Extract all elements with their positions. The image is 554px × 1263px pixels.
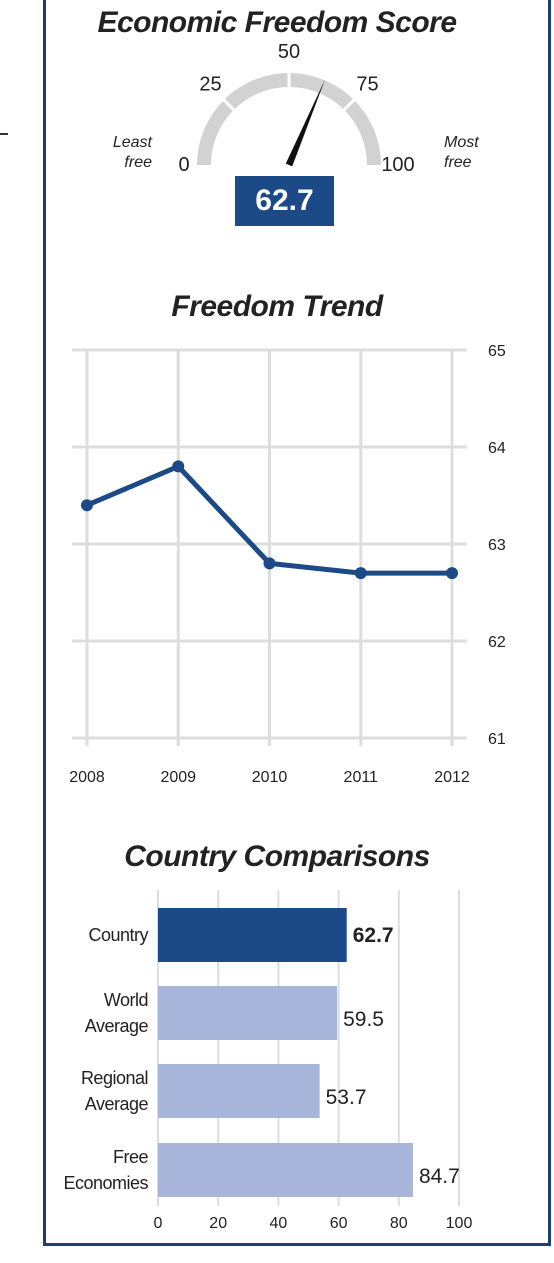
- gauge-arc: [197, 73, 381, 166]
- gauge-most-free-label: Most: [444, 134, 479, 151]
- comparison-x-tick-label: 40: [270, 1215, 288, 1232]
- gauge-tick-label: 0: [178, 154, 189, 176]
- gauge-least-free-label: Least: [113, 134, 153, 151]
- comparison-category-label: Country: [88, 925, 148, 945]
- comparison-x-tick-label: 20: [209, 1215, 227, 1232]
- comparison-value-label: 59.5: [343, 1008, 384, 1031]
- comparison-value-label: 84.7: [419, 1165, 460, 1188]
- trend-title: Freedom Trend: [171, 290, 383, 323]
- comparison-category-label: Average: [85, 1016, 149, 1036]
- trend-data-point: [446, 567, 458, 580]
- comparison-bar: [158, 1064, 320, 1118]
- comparison-category-label: Free: [113, 1147, 149, 1167]
- gauge-tick-label: 75: [356, 74, 378, 96]
- comparison-bar: [158, 1143, 413, 1197]
- trend-y-tick-label: 62: [488, 634, 506, 651]
- gauge-tick-separator: [222, 98, 236, 112]
- comparison-category-label: Economies: [63, 1173, 148, 1193]
- trend-x-tick-label: 2012: [434, 769, 470, 786]
- comparison-value-label: 62.7: [353, 924, 394, 947]
- gauge-needle: [285, 79, 326, 167]
- trend-data-point: [263, 557, 276, 570]
- trend-y-tick-label: 65: [488, 343, 506, 360]
- gauge-most-free-label: free: [444, 154, 472, 171]
- comparison-category-label: Regional: [81, 1068, 148, 1088]
- comparison-x-tick-label: 100: [446, 1215, 473, 1232]
- gauge-title: Economic Freedom Score: [97, 6, 457, 39]
- comparison-bar: [158, 986, 338, 1040]
- trend-data-point: [172, 460, 185, 473]
- comparison-category-label: World: [104, 990, 148, 1010]
- gauge-least-free-label: free: [124, 154, 152, 171]
- comparison-x-tick-label: 80: [390, 1215, 408, 1232]
- comparison-bar: [158, 908, 347, 962]
- comparison-x-tick-label: 0: [154, 1215, 163, 1232]
- score-value-box: 62.7: [235, 176, 334, 226]
- gauge-tick-label: 100: [381, 154, 414, 176]
- comparison-value-label: 53.7: [326, 1086, 367, 1109]
- gauge-tick-label: 25: [199, 74, 221, 96]
- gauge-tick-separator: [342, 98, 356, 112]
- gauge-tick-label: 50: [278, 41, 300, 63]
- trend-y-tick-label: 61: [488, 731, 506, 748]
- trend-x-tick-label: 2009: [160, 769, 196, 786]
- gauge-chart: 0 25 50 75 100 Least free Most free: [113, 41, 479, 176]
- trend-x-tick-label: 2008: [69, 769, 105, 786]
- trend-y-tick-label: 63: [488, 537, 506, 554]
- trend-data-point: [81, 499, 93, 512]
- trend-y-tick-label: 64: [488, 440, 506, 457]
- comparison-x-tick-label: 60: [330, 1215, 348, 1232]
- trend-x-tick-label: 2010: [252, 769, 288, 786]
- trend-data-point: [354, 567, 367, 580]
- trend-chart: 65 64 63 62 61 2008 2009 2010 2011 2012: [69, 343, 506, 786]
- comparison-title: Country Comparisons: [124, 840, 430, 873]
- side-tick-mark: [0, 133, 8, 135]
- trend-x-tick-label: 2011: [344, 769, 379, 786]
- comparison-category-label: Average: [85, 1094, 149, 1114]
- comparison-chart: 0 20 40 60 80 100 62.7 Country 59.5 World Average 5…: [63, 890, 473, 1232]
